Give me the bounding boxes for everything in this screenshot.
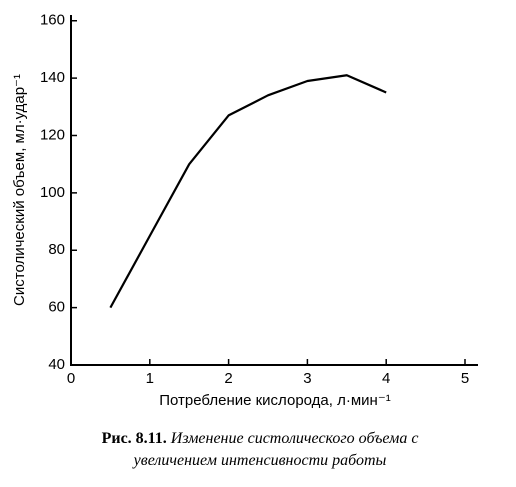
y-tick-label: 160 (40, 12, 65, 29)
x-tick-label: 4 (382, 370, 390, 387)
figure-label: Рис. 8.11. (101, 430, 167, 447)
x-tick-label: 3 (303, 370, 311, 387)
x-axis-label: Потребление кислорода, л·мин⁻¹ (159, 392, 391, 409)
y-tick-label: 60 (48, 299, 65, 316)
x-tick-label: 2 (224, 370, 232, 387)
x-tick-label: 5 (461, 370, 469, 387)
caption-text: Изменение систолического объема с увелич… (133, 430, 419, 469)
y-tick-label: 100 (40, 184, 65, 201)
y-tick-label: 120 (40, 126, 65, 143)
caption: Рис. 8.11. Изменение систолического объе… (70, 428, 450, 472)
y-tick-label: 40 (48, 356, 65, 373)
y-tick-label: 140 (40, 69, 65, 86)
y-axis-label: Систолический объем, мл·удар⁻¹ (11, 74, 28, 306)
y-tick-label: 80 (48, 241, 65, 258)
data-line (109, 74, 387, 309)
x-tick-label: 0 (67, 370, 75, 387)
chart: Потребление кислорода, л·мин⁻¹ Систоличе… (11, 12, 478, 409)
x-tick-label: 1 (146, 370, 154, 387)
